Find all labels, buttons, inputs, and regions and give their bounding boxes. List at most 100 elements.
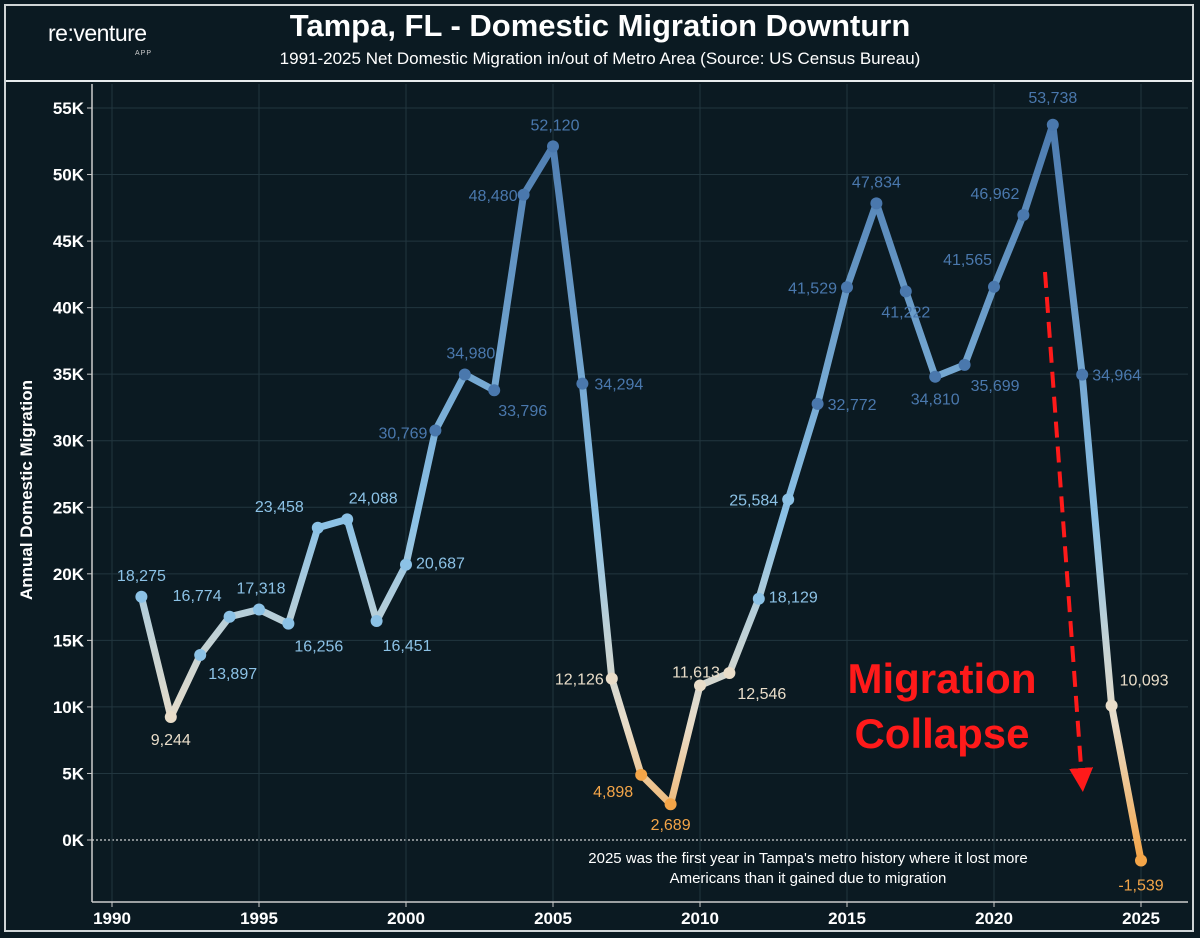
y-tick-label: 45K	[53, 232, 85, 251]
data-point	[605, 672, 618, 685]
data-point	[547, 140, 559, 153]
chart-subtitle: 1991-2025 Net Domestic Migration in/out …	[279, 49, 921, 68]
data-label: -1,539	[1118, 877, 1163, 894]
data-label: 10,093	[1120, 673, 1169, 690]
data-label: 30,769	[378, 425, 427, 442]
x-tick-label: 2020	[975, 909, 1013, 928]
data-point	[958, 358, 971, 371]
data-point	[752, 592, 765, 605]
data-label: 18,275	[117, 568, 166, 585]
data-label: 52,120	[531, 117, 580, 134]
data-point	[841, 281, 853, 294]
data-label: 25,584	[729, 493, 778, 510]
data-label: 24,088	[349, 490, 398, 507]
y-tick-label: 55K	[53, 99, 85, 118]
note-line-2: Americans than it gained due to migratio…	[670, 870, 947, 887]
y-tick-label: 0K	[62, 831, 84, 850]
data-point	[458, 368, 471, 381]
data-label: 34,980	[446, 345, 495, 362]
data-point	[429, 424, 442, 437]
data-point	[282, 617, 295, 630]
data-label: 34,964	[1092, 368, 1141, 385]
x-tick-label: 2015	[828, 909, 866, 928]
callout-line-1: Migration	[848, 655, 1037, 702]
logo-sub: APP	[135, 50, 153, 57]
data-label: 41,565	[943, 252, 992, 269]
data-point	[488, 384, 501, 397]
data-point	[870, 197, 883, 210]
y-tick-label: 10K	[53, 698, 85, 717]
y-axis-label: Annual Domestic Migration	[17, 380, 36, 600]
data-label: 53,738	[1028, 90, 1077, 107]
y-tick-label: 35K	[53, 365, 85, 384]
data-point	[694, 679, 706, 692]
data-label: 2,689	[651, 817, 691, 834]
data-label: 41,529	[788, 280, 837, 297]
series-line	[135, 118, 1147, 867]
axes: 0K 5K 10K 15K 20K 25K 30K 35K 40K 45K 50K 55K 1990 19…	[53, 84, 1188, 928]
data-label: 4,898	[593, 784, 633, 801]
x-tick-label: 1995	[240, 909, 278, 928]
data-point	[899, 285, 912, 298]
data-label: 23,458	[255, 499, 304, 516]
y-tick-label: 15K	[53, 631, 85, 650]
data-point	[341, 513, 354, 526]
data-label: 12,126	[555, 672, 604, 689]
data-point	[311, 521, 324, 534]
data-point	[782, 493, 795, 506]
y-tick-label: 30K	[53, 432, 85, 451]
data-point	[988, 280, 1000, 293]
x-tick-label: 2000	[387, 909, 425, 928]
data-point	[223, 610, 236, 623]
data-label: 41,222	[881, 304, 930, 321]
data-label: 9,244	[151, 732, 191, 749]
data-point	[1017, 208, 1030, 221]
data-label: 12,546	[737, 686, 786, 703]
callout: Migration Collapse	[848, 655, 1037, 757]
data-label: 33,796	[498, 403, 547, 420]
data-point	[164, 710, 177, 723]
data-point	[370, 615, 383, 628]
x-tick-label: 2025	[1122, 909, 1160, 928]
data-label: 48,480	[469, 188, 518, 205]
data-labels: 18,275 9,244 13,897 16,774 17,318 16,256 23,45…	[117, 90, 1169, 895]
data-label: 47,834	[852, 174, 901, 191]
x-tick-label: 2005	[534, 909, 572, 928]
data-point	[1046, 118, 1059, 131]
y-tick-label: 40K	[53, 299, 85, 318]
data-label: 11,613	[672, 664, 720, 681]
data-label: 18,129	[769, 590, 818, 607]
data-label: 35,699	[971, 378, 1020, 395]
chart-header	[6, 6, 1192, 82]
data-point	[929, 370, 942, 383]
data-point	[1076, 368, 1089, 381]
red-dashed-down-arrow	[1043, 271, 1094, 792]
data-label: 16,256	[294, 639, 343, 656]
y-tick-label: 50K	[53, 166, 85, 185]
note-line-1: 2025 was the first year in Tampa's metro…	[588, 850, 1027, 867]
data-point	[400, 558, 412, 571]
note: 2025 was the first year in Tampa's metro…	[588, 850, 1027, 887]
data-label: 20,687	[416, 556, 465, 573]
data-point	[811, 397, 824, 410]
data-point	[135, 590, 148, 603]
x-tick-label: 2010	[681, 909, 719, 928]
y-tick-label: 25K	[53, 498, 85, 517]
data-label: 16,774	[173, 588, 222, 605]
data-point	[253, 603, 265, 616]
data-point	[576, 377, 589, 390]
data-point	[1135, 854, 1147, 867]
y-tick-label: 20K	[53, 565, 85, 584]
x-tick-label: 1990	[93, 909, 131, 928]
data-point	[664, 798, 677, 811]
data-point	[194, 649, 207, 662]
data-label: 46,962	[970, 186, 1019, 203]
logo: re:venture	[48, 20, 147, 46]
data-label: 17,318	[237, 581, 286, 598]
data-label: 32,772	[828, 397, 877, 414]
data-label: 34,294	[594, 377, 643, 394]
data-point	[635, 768, 648, 781]
data-label: 34,810	[911, 392, 960, 409]
